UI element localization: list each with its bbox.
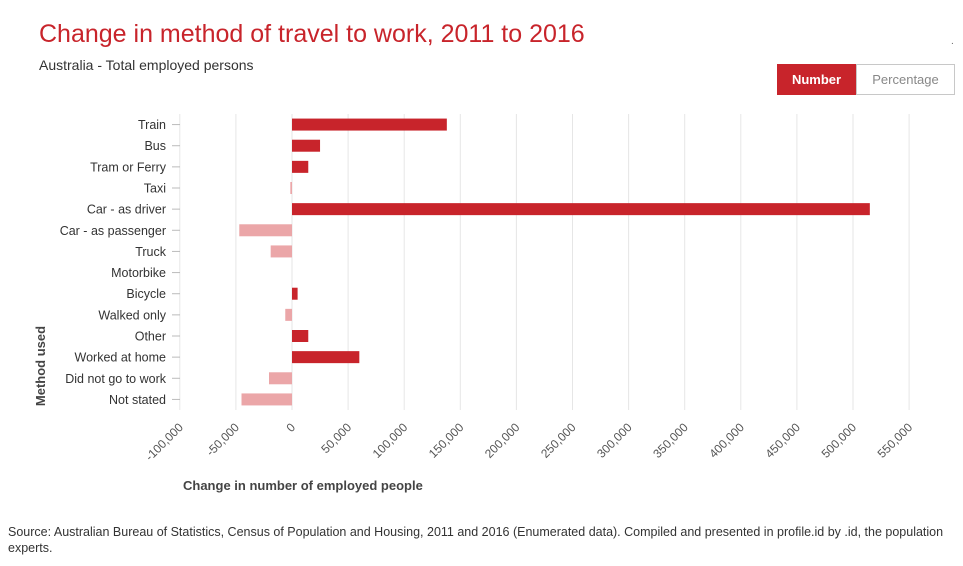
bar <box>292 330 309 342</box>
bar <box>292 139 321 152</box>
x-tick-label: 300,000 <box>594 420 635 461</box>
bar <box>268 372 292 385</box>
category-label: Taxi <box>144 182 166 196</box>
x-tick-label: 150,000 <box>426 420 467 461</box>
category-label: Worked at home <box>75 351 167 365</box>
x-tick-label: -100,000 <box>143 420 187 464</box>
x-tick-label: 450,000 <box>762 420 803 461</box>
bar <box>241 393 292 406</box>
category-label: Bus <box>144 139 166 153</box>
x-tick-label: -50,000 <box>203 420 242 459</box>
category-label: Bicycle <box>126 287 166 301</box>
x-tick-label: 250,000 <box>538 420 579 461</box>
number-toggle-button[interactable]: Number <box>777 64 856 95</box>
x-tick-label: 100,000 <box>370 420 411 461</box>
category-label: Motorbike <box>111 266 166 280</box>
bar <box>292 351 360 364</box>
percentage-toggle-button[interactable]: Percentage <box>856 64 955 95</box>
category-label: Car - as driver <box>87 203 166 217</box>
bar <box>290 182 292 194</box>
category-label: Did not go to work <box>65 372 166 386</box>
bar <box>292 287 298 300</box>
bar-chart: Train Bus Tram or Ferry Taxi Car - as driver… <box>33 114 916 493</box>
category-label: Train <box>138 118 166 132</box>
category-label: Other <box>135 330 166 344</box>
bar <box>292 118 447 131</box>
y-axis-title: Method used <box>33 326 48 406</box>
chart-subtitle: Australia - Total employed persons <box>39 57 254 73</box>
category-label: Walked only <box>98 308 166 322</box>
chart-title: Change in method of travel to work, 2011… <box>39 20 585 48</box>
corner-mark: . <box>951 36 954 47</box>
bar <box>292 160 309 173</box>
category-label: Not stated <box>109 393 166 407</box>
bar <box>270 245 292 258</box>
category-label: Tram or Ferry <box>90 160 167 174</box>
x-tick-label: 50,000 <box>318 420 354 456</box>
x-axis-title: Change in number of employed people <box>183 478 423 493</box>
category-label: Car - as passenger <box>60 224 166 238</box>
x-tick-label: 400,000 <box>706 420 747 461</box>
x-tick-label: 200,000 <box>482 420 523 461</box>
bar <box>285 308 292 321</box>
x-tick-label: 500,000 <box>819 420 860 461</box>
category-label: Truck <box>135 245 167 259</box>
view-toggle: Number Percentage <box>777 64 955 95</box>
x-tick-label: 0 <box>283 420 298 435</box>
bar <box>292 203 870 216</box>
x-tick-label: 550,000 <box>875 420 916 461</box>
bar <box>239 224 292 237</box>
source-note: Source: Australian Bureau of Statistics,… <box>8 525 944 555</box>
x-tick-label: 350,000 <box>650 420 691 461</box>
